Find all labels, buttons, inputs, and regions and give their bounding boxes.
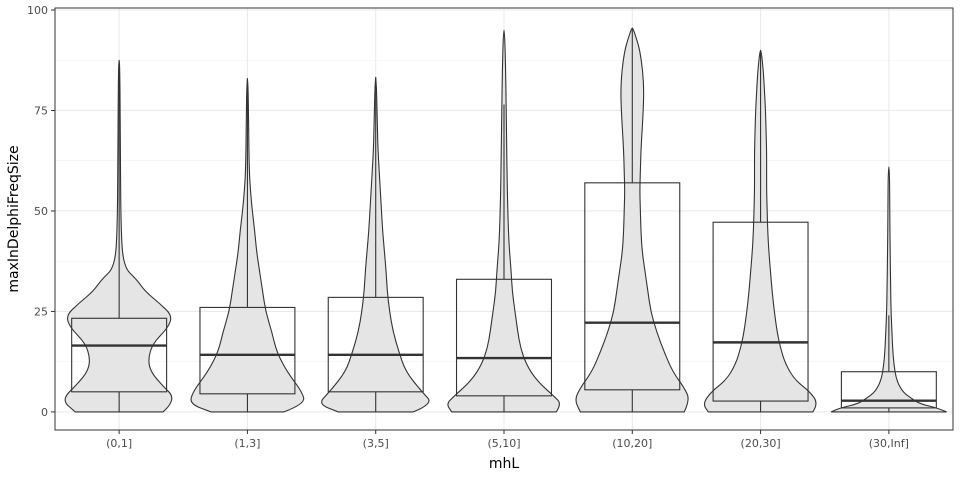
box-2 xyxy=(327,296,424,393)
x-axis-title: mhL xyxy=(489,456,520,472)
x-tick-label: (3,5] xyxy=(363,437,389,450)
box-4 xyxy=(584,182,681,391)
y-tick-label: 25 xyxy=(34,305,48,318)
box-1 xyxy=(199,306,296,395)
violin-0 xyxy=(64,59,173,413)
y-tick-label: 0 xyxy=(41,406,48,419)
x-tick-label: (10,20] xyxy=(612,437,652,450)
box-6 xyxy=(840,371,937,409)
x-tick-label: (5,10] xyxy=(487,437,520,450)
violin-6 xyxy=(830,166,947,413)
box-0 xyxy=(71,317,168,393)
x-axis: (0,1] (1,3] (3,5] (5,10] (10,20] (20,30] (30,I… xyxy=(106,430,909,450)
x-tick-label: (30,Inf] xyxy=(869,437,909,450)
y-tick-label: 50 xyxy=(34,205,48,218)
violin-layer xyxy=(64,27,947,413)
x-tick-label: (20,30] xyxy=(741,437,781,450)
y-tick-label: 75 xyxy=(34,104,48,117)
x-tick-label: (0,1] xyxy=(106,437,132,450)
box-5 xyxy=(712,221,809,402)
boxplot-layer xyxy=(71,28,937,412)
y-tick-label: 100 xyxy=(27,4,48,17)
box-3 xyxy=(455,278,553,397)
y-axis: 0 25 50 75 100 xyxy=(27,4,55,419)
x-tick-label: (1,3] xyxy=(234,437,260,450)
y-axis-title: maxInDelphiFreqSize xyxy=(6,145,22,292)
